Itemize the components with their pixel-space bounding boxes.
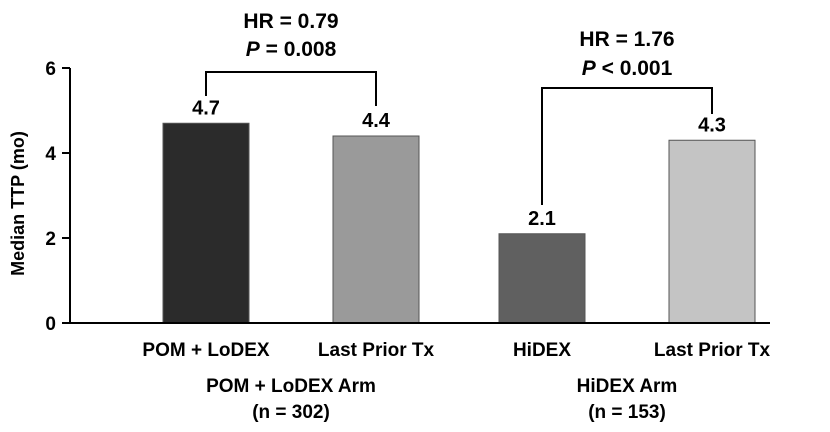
category-label: POM + LoDEX	[142, 340, 270, 361]
category-label: HiDEX	[513, 340, 571, 361]
y-tick-label: 0	[45, 314, 56, 335]
p-value-label: P < 0.001	[582, 57, 673, 80]
bar-value-label: 4.3	[698, 114, 726, 136]
bars: 4.7 4.4 2.1 4.3	[163, 97, 755, 323]
y-axis: 0 2 4 6	[45, 59, 70, 335]
group-label: HiDEX Arm	[577, 376, 678, 397]
hazard-ratio-label: HR = 0.79	[243, 10, 338, 33]
y-axis-label: Median TTP (mo)	[8, 131, 28, 276]
y-tick-label: 6	[45, 59, 56, 80]
annotations: HR = 0.79 P = 0.008 HR = 1.76 P < 0.001	[206, 10, 712, 205]
category-label: Last Prior Tx	[318, 340, 435, 361]
p-value-text: = 0.008	[260, 38, 337, 61]
hazard-ratio-label: HR = 1.76	[579, 28, 674, 51]
p-value-text: < 0.001	[596, 57, 673, 80]
bar-value-label: 2.1	[528, 208, 556, 230]
bar-value-label: 4.7	[192, 97, 220, 119]
bar	[333, 136, 419, 323]
y-tick-label: 2	[45, 229, 56, 250]
x-axis: POM + LoDEX Last Prior Tx HiDEX Last Prior …	[70, 323, 770, 423]
y-tick-label: 4	[45, 144, 56, 165]
p-value-symbol: P	[582, 57, 597, 80]
group-label: POM + LoDEX Arm	[206, 376, 376, 397]
p-value-symbol: P	[246, 38, 261, 61]
bar	[163, 123, 249, 323]
category-label: Last Prior Tx	[654, 340, 771, 361]
bar	[499, 234, 585, 323]
bar-value-label: 4.4	[362, 110, 391, 132]
p-value-label: P = 0.008	[246, 38, 337, 61]
bar	[669, 140, 755, 323]
group-n-label: (n = 153)	[588, 402, 666, 423]
significance-bracket	[206, 72, 376, 106]
group-n-label: (n = 302)	[252, 402, 330, 423]
